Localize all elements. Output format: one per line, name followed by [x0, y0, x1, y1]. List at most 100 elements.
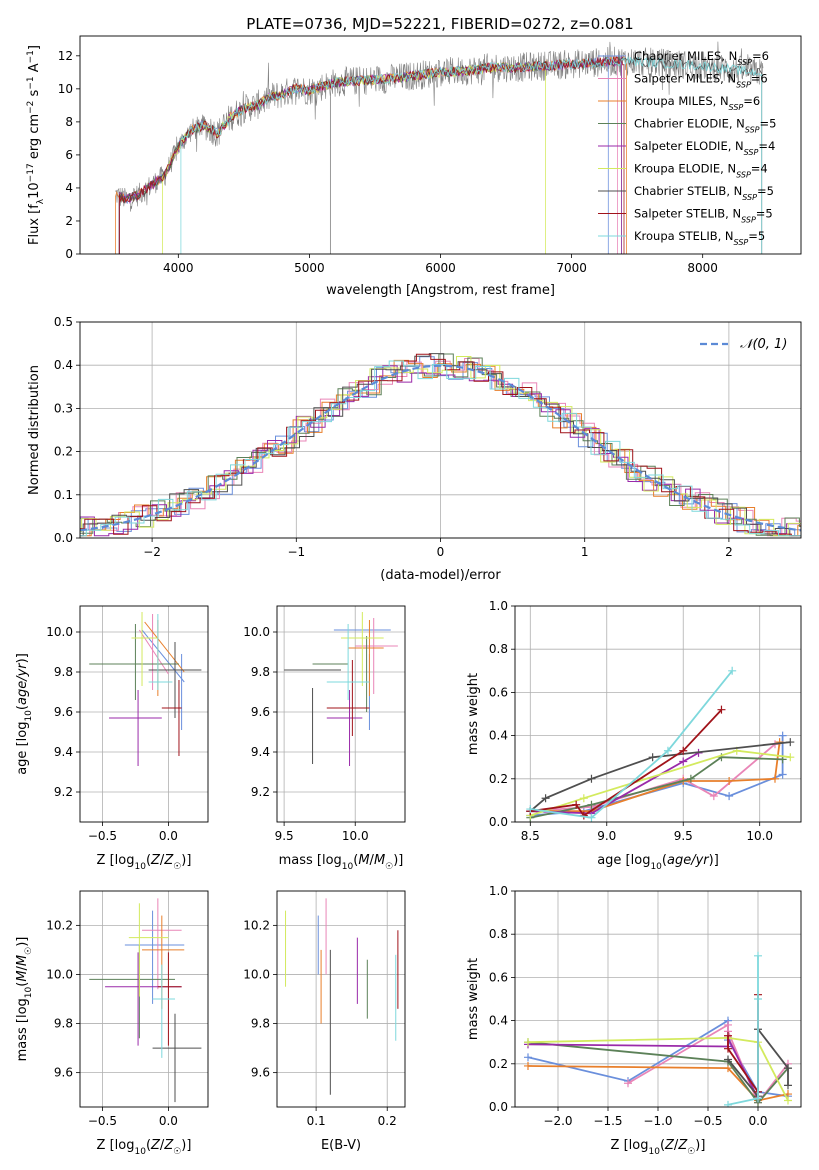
age-vs-mass-xlabel-part: )]	[393, 853, 403, 868]
age-vs-Z-ytick-label: 9.6	[54, 705, 73, 719]
age-vs-Z-ylabel-part: )]	[15, 653, 30, 663]
mass-vs-Z-ylabel: mass [log10(M/M☉)]	[15, 937, 34, 1062]
weight-vs-age-xtick-label: 9.0	[597, 829, 616, 843]
weight-vs-age-frame	[514, 605, 802, 823]
weight-vs-Z-xlabel: Z [log10(Z/Z☉)]	[611, 1138, 706, 1157]
legend-entry-sub: SSP	[741, 215, 756, 224]
legend-entry-kroupa_stelib: Kroupa STELIB, NSSP=5	[634, 229, 765, 247]
legend-entry-sub: SSP	[729, 103, 744, 112]
age-vs-Z-ytick-label: 10.0	[46, 625, 73, 639]
mass-vs-Z-ylabel-part: ☉	[24, 947, 34, 955]
age-vs-mass-ytick-label: 10.0	[243, 625, 270, 639]
age-vs-Z-markers	[89, 612, 202, 766]
residual-histogram-kroupa_stelib	[80, 360, 801, 537]
mass-vs-Z-xlabel-part: Z [log	[97, 1138, 135, 1153]
mass-vs-EBV-ytick-label: 10.2	[243, 918, 270, 932]
age-vs-Z-xlabel: Z [log10(Z/Z☉)]	[97, 853, 192, 872]
mass-vs-Z-axes: −0.5 0.0 9.6 9.8 10.0 10.2	[46, 891, 208, 1128]
legend-entry-text: =6	[743, 94, 760, 108]
legend-entry-salpeter_miles: Salpeter MILES, NSSP=6	[634, 72, 768, 90]
residuals-xtick-label: 1	[581, 545, 589, 559]
residuals-ylabel: Normed distribution	[27, 365, 42, 495]
weight-vs-age-point-chabrier_miles	[725, 792, 734, 801]
spectrum-ylabel-part: Flux [f	[27, 204, 42, 245]
weight-vs-age-xlabel-part: age [log	[597, 853, 650, 868]
weight-vs-age-ytick-label: 0.8	[489, 642, 508, 656]
legend-entry-sub: SSP	[736, 170, 751, 179]
legend-entry-sub: SSP	[744, 148, 759, 157]
mass-vs-Z-ylabel-part: (	[15, 982, 30, 987]
age-vs-Z-ylabel-part: 10	[24, 710, 34, 722]
weight-vs-age-point-chabrier_stelib	[648, 753, 657, 762]
spectrum-ylabel-part: 10	[27, 182, 42, 199]
legend-entry-text: =5	[760, 117, 777, 131]
weight-vs-age-point-salpeter_miles	[709, 792, 718, 801]
residuals-xtick-label: 2	[725, 545, 733, 559]
model-spectrum-salpeter_stelib	[118, 55, 625, 254]
age-vs-mass-xtick-label: 10.0	[342, 829, 369, 843]
age-vs-mass-axes: 9.5 10.0 9.2 9.4 9.6 9.8 10.0	[243, 606, 405, 843]
normal-distribution-curve	[80, 364, 801, 532]
age-vs-Z-ylabel-part: age/yr	[15, 662, 30, 705]
age-vs-Z-xlabel-part: /	[160, 853, 165, 868]
age-vs-mass-xtick-label: 9.5	[275, 829, 294, 843]
weight-vs-Z-point-chabrier_miles	[524, 1053, 532, 1062]
weight-vs-Z-xlabel-part: Z [log	[611, 1138, 649, 1153]
spectrum-axes: 4000 5000 6000 7000 8000 0 2 4 6 8 10 12	[58, 49, 718, 275]
weight-vs-Z-point-kroupa_stelib	[754, 951, 762, 960]
model-spectrum-kroupa_stelib	[180, 55, 763, 254]
weight-vs-Z-xlabel-part: /	[674, 1138, 679, 1153]
mass-vs-EBV-markers	[285, 898, 399, 1095]
spectrum-xtick-label: 5000	[294, 261, 325, 275]
residual-histogram-salpeter_stelib	[80, 353, 801, 537]
weight-vs-Z-point-kroupa_stelib	[754, 995, 762, 1003]
age-vs-mass-ytick-label: 9.4	[251, 745, 270, 759]
mass-vs-Z-frame	[79, 890, 209, 1108]
spectrum-ytick-label: 8	[65, 115, 73, 129]
spectrum-xlabel: wavelength [Angstrom, rest frame]	[326, 283, 555, 298]
weight-vs-Z-line-kroupa_stelib	[727, 955, 759, 1106]
spectrum-ytick-label: 0	[65, 247, 73, 261]
mass-vs-Z-ylabel-part: mass [log	[15, 998, 30, 1061]
legend-entry-sub: SSP	[737, 58, 752, 67]
weight-vs-Z-ytick-label: 0.4	[489, 1014, 508, 1028]
legend-entry-text: Kroupa MILES, N	[634, 94, 729, 108]
weight-vs-age-ytick-label: 0.2	[489, 772, 508, 786]
weight-vs-age-xlabel-part: 10	[650, 862, 662, 872]
weight-vs-age-xtick-label: 8.5	[521, 829, 540, 843]
legend-entry-chabrier_elodie: Chabrier ELODIE, NSSP=5	[634, 117, 776, 135]
weight-vs-age-ytick-label: 0.4	[489, 729, 508, 743]
weight-vs-age-point-kroupa_stelib	[663, 746, 672, 755]
weight-vs-age-point-kroupa_elodie	[579, 794, 588, 803]
residuals-ytick-label: 0.1	[54, 488, 73, 502]
weight-vs-Z-point-salpeter_miles	[624, 1079, 632, 1088]
mass-vs-Z-ylabel-part: /	[15, 965, 30, 970]
weight-vs-Z-xlabel-part: ☉	[687, 1147, 695, 1157]
weight-vs-Z-point-chabrier_stelib	[784, 1064, 792, 1073]
residual-histogram-kroupa_elodie	[80, 356, 801, 537]
weight-vs-Z-xlabel-part: )]	[695, 1138, 705, 1153]
age-vs-Z-ylabel-part: age [log	[15, 722, 30, 775]
legend-entry-normal: 𝒩(0, 1)	[740, 337, 787, 352]
mass-vs-Z-xlabel-part: (	[146, 1138, 151, 1153]
age-vs-Z-ylabel: age [log10(age/yr)]	[15, 653, 34, 775]
residuals-axes: −2 −1 0 1 2 0.0 0.1 0.2 0.3 0.4 0.5	[54, 315, 801, 559]
age-vs-Z-xlabel-part: ☉	[173, 862, 181, 872]
spectrum-xtick-label: 4000	[163, 261, 194, 275]
spectrum-ylabel-part: ]	[27, 45, 42, 50]
weight-vs-age-xlabel-part: age/yr	[667, 853, 710, 868]
weight-vs-age-point-salpeter_elodie	[679, 757, 688, 766]
age-vs-mass-xlabel-part: ☉	[385, 862, 393, 872]
age-vs-Z-ytick-label: 9.2	[54, 785, 73, 799]
weight-vs-Z-point-kroupa_stelib	[724, 1100, 732, 1107]
spectrum-ylabel-part: −1	[26, 50, 36, 63]
mass-vs-EBV-ytick-label: 10.0	[243, 967, 270, 981]
mass-vs-Z-ytick-label: 10.2	[46, 918, 73, 932]
model-spectrum-salpeter_elodie	[118, 56, 622, 254]
weight-vs-Z-xlabel-part: Z	[664, 1138, 675, 1153]
weight-vs-age-line-salpeter_elodie	[530, 752, 699, 815]
weight-vs-Z-xlabel-part: Z	[677, 1138, 688, 1153]
age-vs-mass-xlabel-part: (	[353, 853, 358, 868]
spectrum-ylabel-part: −17	[26, 163, 36, 182]
weight-vs-Z-xtick-label: −1.5	[593, 1114, 622, 1128]
